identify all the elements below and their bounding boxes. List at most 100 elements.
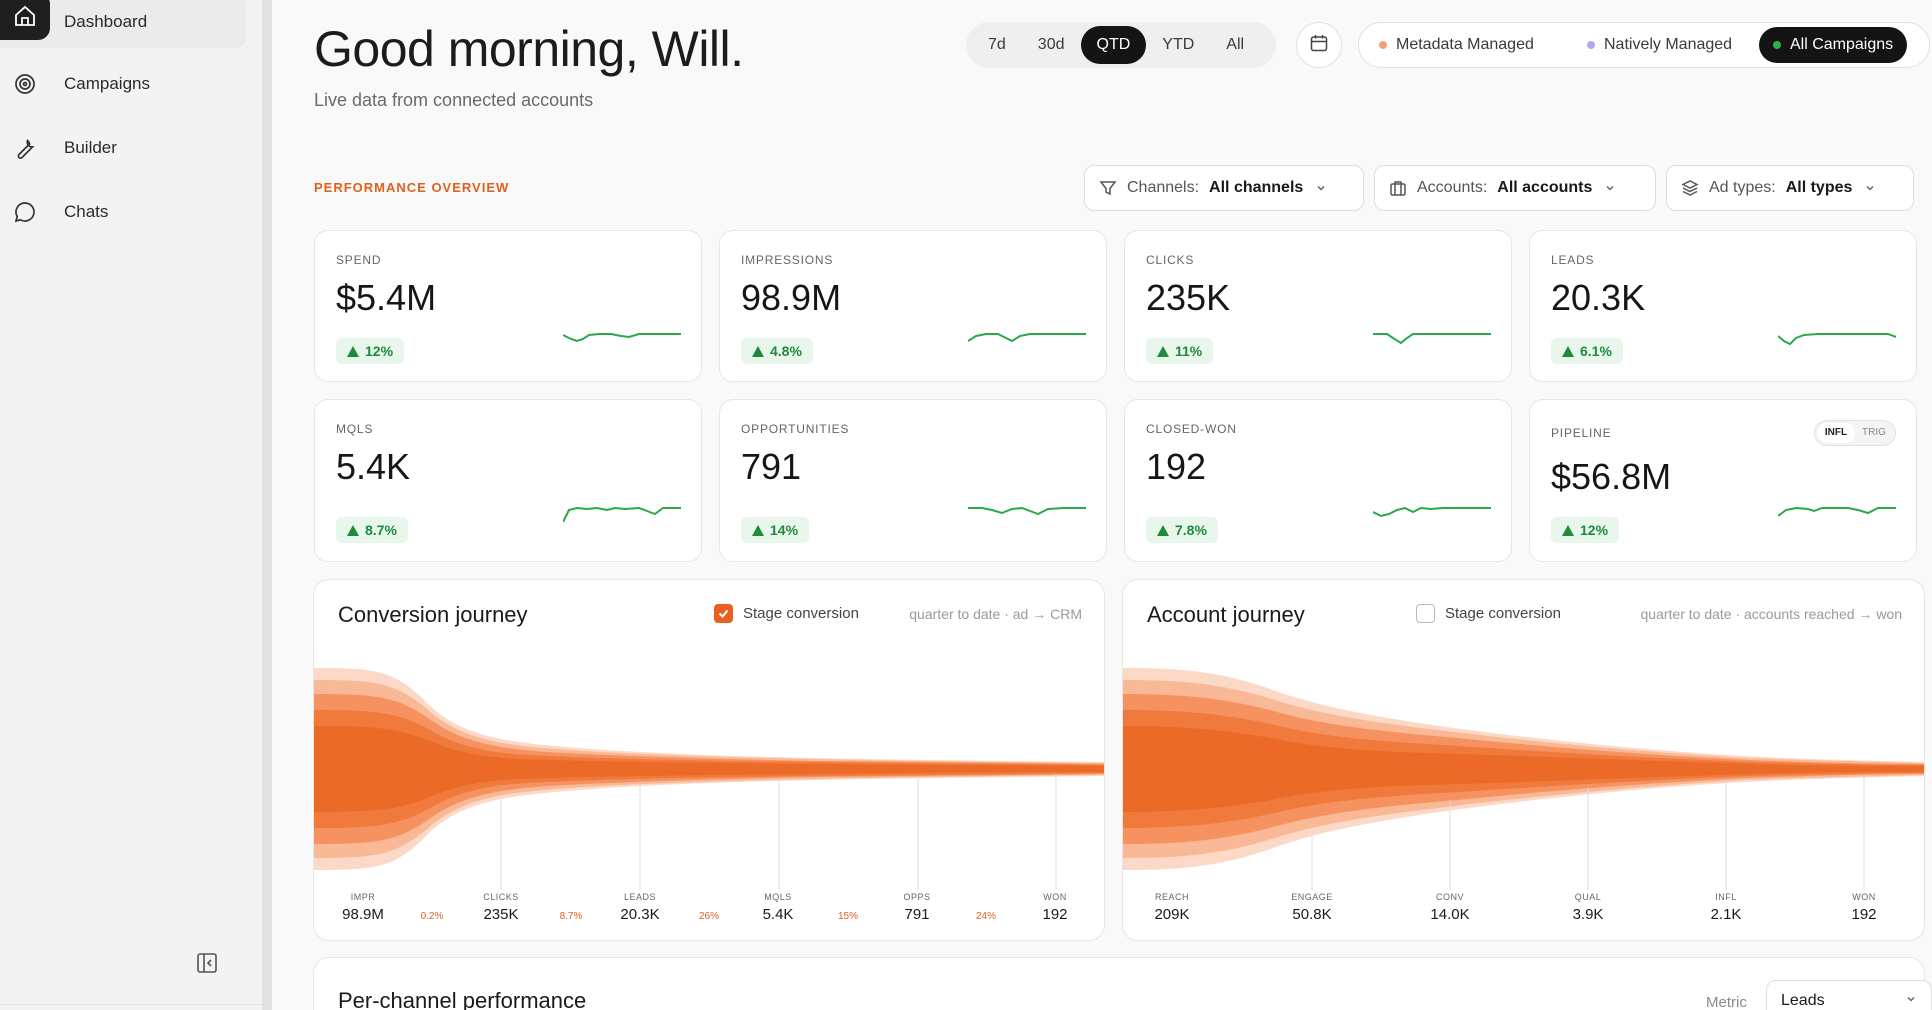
stage-name: WON — [1852, 892, 1876, 902]
stage-conversion-rate: 26% — [698, 911, 719, 922]
channels-filter[interactable]: Channels: All channels — [1084, 165, 1364, 211]
funnel-stage: MQLS 5.4K — [733, 892, 823, 923]
kpi-card-spend[interactable]: SPEND $5.4M 12% — [314, 230, 702, 382]
range-qtd-button[interactable]: QTD — [1080, 26, 1147, 64]
account-funnel-chart — [1123, 668, 1924, 890]
delta-value: 11% — [1175, 343, 1203, 359]
kpi-label: OPPORTUNITIES — [741, 422, 850, 436]
delta-badge: 8.7% — [336, 517, 408, 543]
kpi-card-closed-won[interactable]: CLOSED-WON 192 7.8% — [1124, 399, 1512, 562]
card-title: Account journey — [1147, 602, 1305, 627]
per-channel-card: Per-channel performance Metric Leads — [313, 957, 1932, 1010]
stage-value: 235K — [483, 906, 519, 923]
range-ytd-button[interactable]: YTD — [1162, 36, 1195, 53]
page-title: Good morning, Will. — [314, 21, 744, 77]
stage-conversion-checkbox[interactable]: Stage conversion — [714, 604, 859, 623]
delta-badge: 6.1% — [1551, 338, 1623, 364]
kpi-value: $56.8M — [1551, 456, 1672, 497]
divider — [0, 1004, 262, 1005]
range-all-button[interactable]: All — [1226, 36, 1245, 53]
sidebar-item-chats[interactable]: Chats — [0, 186, 246, 238]
chevron-down-icon — [1864, 182, 1876, 194]
stage-conversion-rate: 15% — [837, 911, 858, 922]
kpi-card-clicks[interactable]: CLICKS 235K 11% — [1124, 230, 1512, 382]
kpi-value: 98.9M — [741, 277, 842, 318]
stage-value: 98.9M — [342, 906, 384, 923]
kpi-label: CLOSED-WON — [1146, 422, 1237, 436]
building-icon — [1389, 179, 1407, 197]
card-subtitle: quarter to date · accounts reached → won — [1640, 606, 1902, 622]
sparkline — [968, 506, 1086, 516]
stage-name: INFL — [1715, 892, 1737, 902]
toggle-trig[interactable]: TRIG — [1862, 427, 1886, 438]
sparkline — [1373, 333, 1491, 345]
delta-badge: 12% — [336, 338, 405, 364]
arrow-up-icon — [1562, 524, 1574, 536]
arrow-up-icon — [1157, 524, 1169, 536]
delta-badge: 11% — [1146, 338, 1214, 364]
stage-name: QUAL — [1574, 892, 1602, 902]
delta-value: 14% — [770, 522, 799, 538]
calendar-button[interactable] — [1296, 22, 1342, 68]
kpi-label: IMPRESSIONS — [741, 253, 834, 267]
filter-value: All channels — [1209, 179, 1304, 196]
funnel-stage: OPPS 791 — [872, 892, 962, 923]
kpi-card-opportunities[interactable]: OPPORTUNITIES 791 14% — [719, 399, 1107, 562]
checkbox-label: Stage conversion — [1445, 605, 1561, 622]
checkbox-unchecked-icon — [1416, 604, 1435, 623]
kpi-card-impressions[interactable]: IMPRESSIONS 98.9M 4.8% — [719, 230, 1107, 382]
delta-value: 4.8% — [770, 343, 802, 359]
delta-value: 12% — [365, 343, 394, 359]
range-7d-button[interactable]: 7d — [988, 36, 1006, 53]
toggle-infl[interactable]: INFL — [1817, 423, 1855, 443]
sidebar-resize-handle[interactable] — [262, 0, 272, 1010]
stage-name: WON — [1043, 892, 1067, 902]
conversion-funnel-chart — [314, 668, 1104, 890]
metric-value: Leads — [1781, 992, 1825, 1009]
stage-name: ENGAGE — [1291, 892, 1333, 902]
sidebar-item-label: Campaigns — [64, 74, 150, 93]
sparkline — [1778, 506, 1896, 517]
kpi-label: LEADS — [1551, 253, 1595, 267]
chat-bubble-icon — [6, 193, 44, 231]
all-campaigns-button[interactable]: All Campaigns — [1759, 27, 1908, 63]
card-title: Conversion journey — [338, 602, 528, 627]
kpi-value: 791 — [741, 446, 802, 487]
sidebar-item-builder[interactable]: Builder — [0, 122, 246, 174]
sidebar-item-dashboard[interactable]: Dashboard — [0, 0, 246, 48]
funnel-stage: ENGAGE 50.8K — [1267, 892, 1357, 923]
main-content: Good morning, Will. Live data from conne… — [272, 0, 1932, 1010]
kpi-card-leads[interactable]: LEADS 20.3K 6.1% — [1529, 230, 1917, 382]
kpi-value: 5.4K — [336, 446, 411, 487]
sidebar-item-campaigns[interactable]: Campaigns — [0, 58, 246, 110]
accounts-filter[interactable]: Accounts: All accounts — [1374, 165, 1656, 211]
sidebar-item-label: Builder — [64, 138, 117, 157]
metadata-managed-button[interactable]: Metadata Managed — [1365, 27, 1548, 63]
kpi-card-mqls[interactable]: MQLS 5.4K 8.7% — [314, 399, 702, 562]
filter-value: All types — [1785, 179, 1853, 196]
delta-badge: 14% — [741, 517, 810, 543]
stage-conversion-rate: 8.7% — [559, 911, 583, 922]
arrow-up-icon — [752, 524, 764, 536]
funnel-stage: QUAL 3.9K — [1543, 892, 1633, 923]
ad-types-filter[interactable]: Ad types: All types — [1666, 165, 1914, 211]
kpi-card-pipeline[interactable]: PIPELINE INFL TRIG $56.8M 12% — [1529, 399, 1917, 562]
button-label: Metadata Managed — [1396, 36, 1534, 53]
stage-conversion-checkbox[interactable]: Stage conversion — [1416, 604, 1561, 623]
calendar-icon — [1309, 33, 1329, 58]
delta-value: 7.8% — [1175, 522, 1207, 538]
range-30d-button[interactable]: 30d — [1037, 36, 1065, 53]
section-label: PERFORMANCE OVERVIEW — [314, 180, 510, 195]
natively-managed-button[interactable]: Natively Managed — [1573, 27, 1746, 63]
stage-value: 192 — [1851, 906, 1877, 923]
arrow-up-icon — [347, 524, 359, 536]
home-icon — [0, 0, 50, 40]
arrow-up-icon — [1562, 345, 1574, 357]
card-title: Per-channel performance — [338, 988, 587, 1010]
sidebar-collapse-icon[interactable] — [196, 952, 218, 974]
funnel-stage: REACH 209K — [1127, 892, 1217, 923]
status-dot — [1587, 41, 1595, 49]
infl-trig-toggle[interactable]: INFL TRIG — [1814, 420, 1896, 446]
stage-name: IMPR — [350, 892, 376, 902]
metric-select[interactable]: Leads — [1766, 980, 1932, 1010]
